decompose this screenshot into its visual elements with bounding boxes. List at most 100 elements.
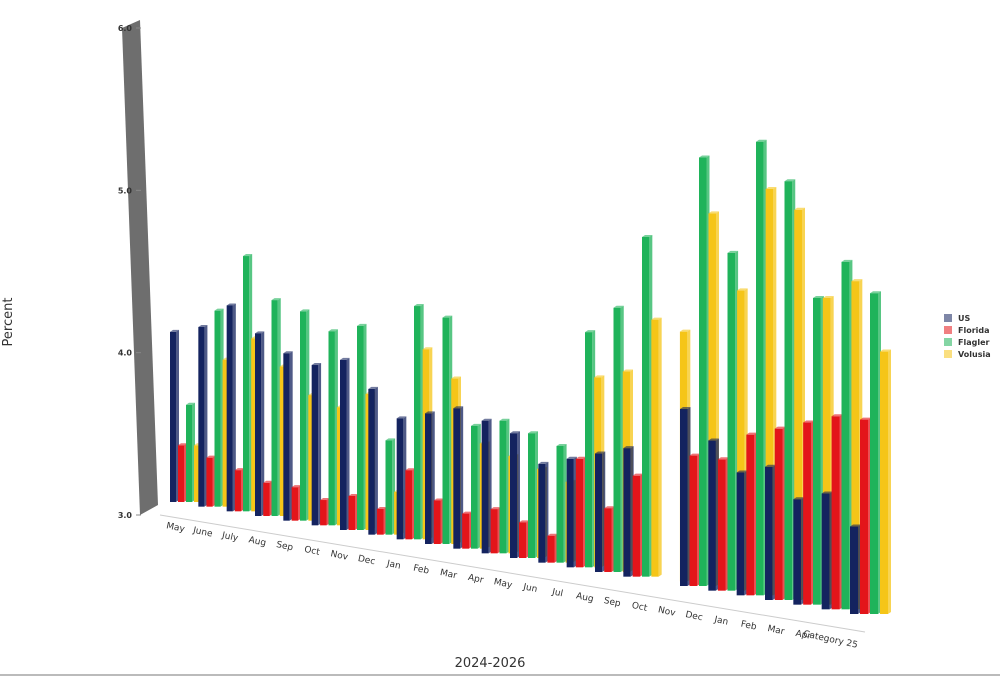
bar (547, 535, 555, 563)
bar (708, 440, 716, 591)
bar (850, 526, 858, 614)
x-axis-title: 2024-2026 (455, 656, 526, 671)
bar (194, 445, 200, 502)
bar (442, 317, 450, 544)
bar (632, 475, 640, 577)
bar (328, 331, 335, 526)
x-tick-label: Oct (303, 545, 321, 558)
bar-top (841, 259, 853, 262)
y-tick-label: 5.0 (118, 186, 133, 195)
bar-top (594, 375, 605, 378)
bar-top (595, 451, 606, 454)
bar (510, 433, 517, 558)
bar-top (328, 329, 338, 332)
bar-top (870, 291, 881, 294)
bar-top (453, 406, 464, 409)
bar-side (232, 303, 236, 512)
bar (793, 499, 802, 605)
bar (453, 408, 461, 549)
bar (243, 256, 250, 512)
bar-top (414, 304, 424, 307)
legend-swatch (944, 314, 952, 322)
bar-top (206, 455, 216, 458)
y-tick-label: 4.0 (118, 349, 133, 358)
bar-top (613, 305, 624, 308)
bar-top (737, 288, 748, 291)
bar-top (510, 431, 520, 434)
x-tick-label: Nov (657, 605, 677, 619)
bar (263, 482, 270, 516)
bar (528, 433, 535, 558)
bar-top (794, 207, 805, 210)
bar-top (271, 298, 281, 301)
bar-top (642, 235, 653, 238)
bar (613, 307, 621, 572)
bar-top (348, 493, 358, 496)
bar (471, 425, 478, 549)
bar (765, 188, 774, 596)
bar-top (263, 480, 273, 483)
bar-top (538, 461, 549, 464)
y-tick-label: 6.0 (118, 24, 133, 33)
bar (870, 293, 878, 614)
bar-top (170, 329, 179, 332)
x-tick-label: Apr (794, 629, 812, 642)
bar-top (385, 438, 396, 441)
legend-label: Florida (958, 326, 990, 335)
bar (251, 338, 258, 512)
bar (595, 453, 603, 572)
bar (414, 306, 421, 540)
bar-top (186, 402, 195, 405)
bar-top (320, 498, 330, 501)
bar-top (756, 139, 767, 142)
x-tick-label: Feb (740, 619, 758, 632)
bar-top (860, 417, 871, 420)
bar (170, 331, 176, 502)
x-tick-label: June (191, 526, 214, 540)
bar (234, 470, 241, 512)
bar (348, 495, 355, 530)
bar-top (679, 329, 691, 332)
bar-top (689, 453, 700, 456)
bar-top (813, 295, 824, 298)
bar-top (880, 349, 891, 352)
bar-top (422, 347, 433, 350)
bar (376, 508, 384, 535)
legend-swatch (944, 338, 952, 346)
x-tick-label: Dec (684, 610, 703, 623)
bar-top (699, 155, 710, 158)
bar (727, 252, 736, 591)
bar-top (396, 416, 407, 419)
bar-side (460, 406, 464, 549)
bar-top (499, 418, 510, 421)
bar-top (214, 308, 224, 311)
bar (575, 458, 583, 568)
bar (604, 508, 612, 572)
bar-top (623, 446, 634, 449)
bar-top (519, 520, 529, 523)
bar-top (311, 363, 322, 366)
bar (642, 237, 650, 577)
bar-top (234, 468, 244, 471)
x-tick-label: Aug (248, 535, 267, 548)
legend-label: Volusia (958, 350, 991, 359)
x-tick-label: Nov (330, 549, 350, 563)
bar-top (283, 351, 293, 354)
bar (186, 404, 192, 502)
bar (737, 290, 745, 591)
bar (841, 261, 850, 610)
bar (756, 141, 764, 596)
bar (765, 466, 773, 600)
bar-top (765, 464, 776, 467)
bar (255, 333, 262, 516)
bar (746, 434, 754, 596)
bar-top (803, 420, 814, 423)
bar (566, 458, 574, 568)
x-tick-label: Apr (467, 573, 485, 586)
bar (851, 281, 860, 610)
bar (623, 448, 631, 577)
bar-top (822, 295, 834, 298)
x-tick-label: Sep (275, 540, 294, 553)
bar (717, 459, 726, 591)
